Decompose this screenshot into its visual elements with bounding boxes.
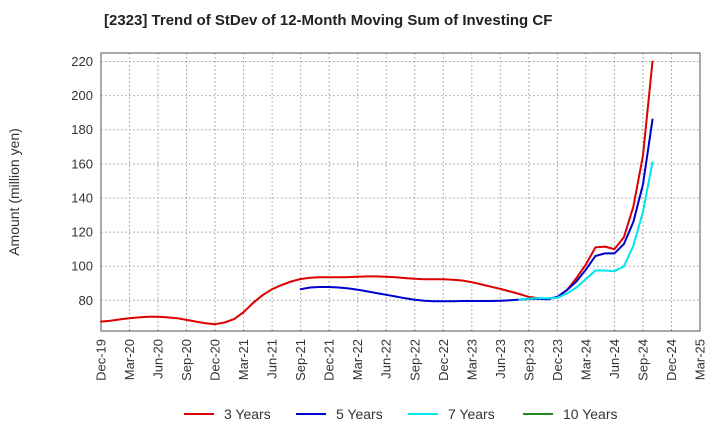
y-tick-label: 200 — [71, 88, 93, 103]
plot-area-frame — [100, 52, 701, 332]
x-tick-label: Sep-22 — [407, 339, 422, 381]
x-tick-label: Dec-22 — [436, 339, 451, 381]
x-tick-label: Dec-23 — [550, 339, 565, 381]
x-tick-label: Dec-20 — [208, 339, 223, 381]
y-tick-label: 160 — [71, 156, 93, 171]
series-line-3-years — [100, 60, 654, 326]
x-tick-label: Dec-21 — [322, 339, 337, 381]
x-tick-label: Mar-24 — [578, 339, 593, 380]
y-tick-label: 220 — [71, 54, 93, 69]
y-axis-label: Amount (million yen) — [6, 128, 22, 256]
x-tick-label: Dec-19 — [94, 339, 109, 381]
x-tick-label: Sep-20 — [179, 339, 194, 381]
chart-title: [2323] Trend of StDev of 12-Month Moving… — [104, 12, 553, 29]
legend-label-10-years: 10 Years — [563, 406, 618, 422]
y-tick-label: 140 — [71, 190, 93, 205]
y-tick-label: 120 — [71, 225, 93, 240]
x-tick-label: Jun-23 — [493, 339, 508, 379]
x-tick-label: Dec-24 — [664, 339, 679, 381]
legend-label-5-years: 5 Years — [336, 406, 383, 422]
x-tick-label: Jun-22 — [379, 339, 394, 379]
x-tick-label: Mar-22 — [350, 339, 365, 380]
x-tick-label: Sep-21 — [293, 339, 308, 381]
y-tick-label: 80 — [79, 293, 93, 308]
x-tick-label: Mar-23 — [464, 339, 479, 380]
y-tick-label: 100 — [71, 259, 93, 274]
x-tick-label: Jun-24 — [607, 339, 622, 379]
series-line-5-years — [299, 118, 654, 303]
x-tick-label: Sep-23 — [521, 339, 536, 381]
x-tick-label: Sep-24 — [635, 339, 650, 381]
series-line-7-years — [518, 161, 654, 301]
x-tick-label: Mar-21 — [236, 339, 251, 380]
x-tick-label: Mar-25 — [693, 339, 708, 380]
y-tick-label: 180 — [71, 122, 93, 137]
x-tick-label: Jun-20 — [151, 339, 166, 379]
x-tick-label: Jun-21 — [265, 339, 280, 379]
x-tick-label: Mar-20 — [122, 339, 137, 380]
legend-label-3-years: 3 Years — [224, 406, 271, 422]
legend-label-7-years: 7 Years — [448, 406, 495, 422]
